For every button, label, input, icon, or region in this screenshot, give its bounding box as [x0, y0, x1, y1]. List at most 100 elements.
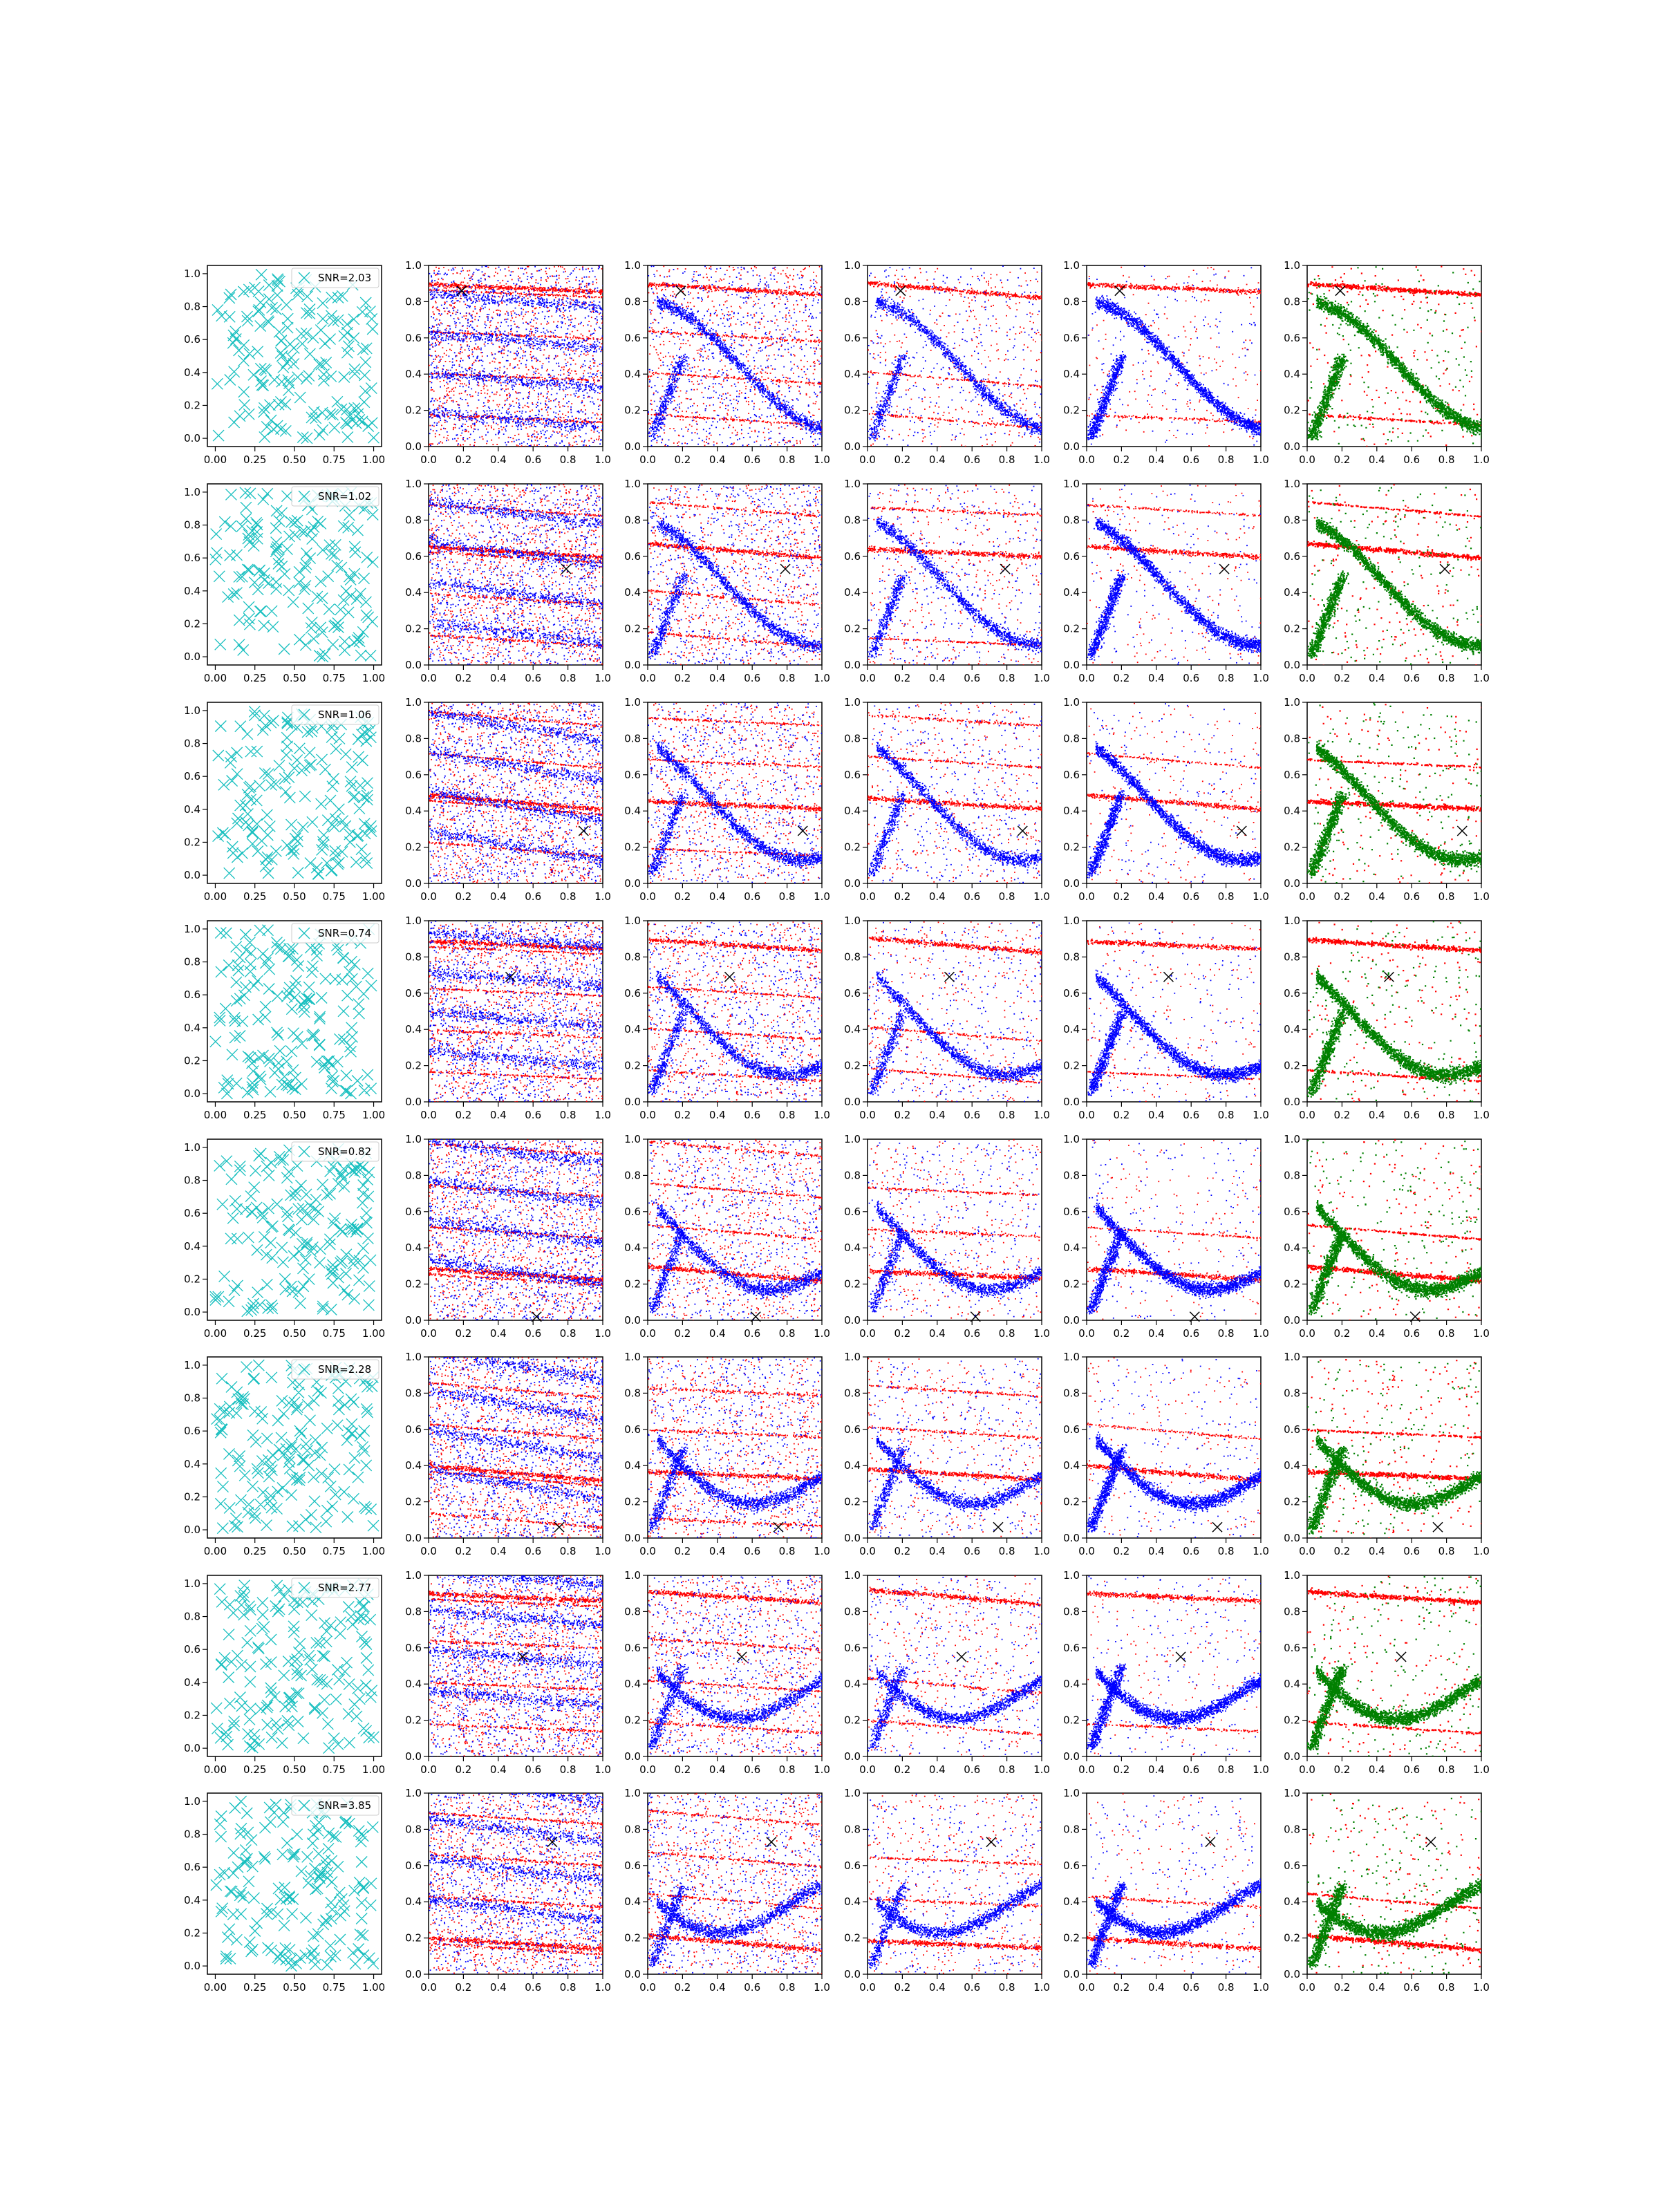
y-tick-label: 0.0	[844, 1314, 861, 1327]
y-tick-label: 0.6	[624, 1859, 641, 1872]
x-tick-label: 0.00	[204, 890, 227, 903]
x-tick-label: 0.8	[1438, 1545, 1455, 1557]
y-tick-label: 0.6	[624, 332, 641, 344]
x-tick-label: 0.2	[1113, 1763, 1130, 1776]
legend-label: SNR=3.85	[318, 1799, 371, 1812]
scatter-panel: 0.0 0.2 0.4 0.6 0.8 1.00.00.20.40.60.81.0	[1063, 259, 1269, 466]
x-tick-label: 0.8	[779, 1763, 796, 1776]
x-tick-label: 1.0	[594, 672, 611, 684]
secondary-points	[429, 266, 604, 448]
y-tick-label: 0.6	[844, 1642, 861, 1654]
x-tick-label: 0.25	[243, 890, 266, 903]
y-tick-label: 0.2	[1063, 1060, 1080, 1072]
y-tick-label: 1.0	[1284, 1133, 1300, 1145]
y-tick-label: 0.4	[844, 1241, 861, 1254]
y-tick-label: 1.0	[844, 915, 861, 927]
x-tick-label: 1.0	[1033, 453, 1050, 466]
x-tick-label: 0.6	[744, 1981, 760, 1994]
x-tick-label: 0.8	[560, 1327, 577, 1340]
scatter-panel: 0.0 0.2 0.4 0.6 0.8 1.00.00.20.40.60.81.0	[1284, 1787, 1490, 1994]
y-tick-label: 0.8	[184, 956, 200, 968]
x-tick-label: 0.4	[490, 1763, 507, 1776]
axes-frame	[207, 1793, 382, 1974]
y-tick-label: 0.2	[405, 1714, 422, 1727]
y-tick-label: 0.8	[844, 950, 861, 963]
x-tick-label: 0.4	[929, 672, 946, 684]
x-tick-label: 0.6	[1183, 1763, 1199, 1776]
point-cloud	[1086, 921, 1262, 1103]
x-tick-label: 0.8	[999, 1763, 1015, 1776]
x-tick-label: 0.2	[674, 1981, 691, 1994]
y-tick-label: 0.8	[184, 519, 200, 532]
point-cloud	[868, 1139, 1042, 1321]
x-tick-label: 0.2	[674, 1545, 691, 1557]
location-marker	[1440, 564, 1450, 574]
x-tick-label: 0.8	[1218, 1763, 1235, 1776]
x-tick-label: 0.8	[560, 453, 577, 466]
y-tick-label: 0.8	[184, 1828, 200, 1841]
x-tick-label: 0.0	[420, 1763, 437, 1776]
location-marker	[547, 1837, 557, 1847]
x-tick-label: 0.4	[929, 1545, 946, 1557]
sample-panel: 0.00 0.25 0.50 0.75 1.000.00.20.40.60.81.0 SN…	[184, 1575, 385, 1776]
primary-points	[429, 1342, 603, 1539]
scatter-panel: 0.0 0.2 0.4 0.6 0.8 1.00.00.20.40.60.81.0	[1063, 1351, 1269, 1557]
x-tick-label: 0.0	[859, 1327, 876, 1340]
scatter-panel: 0.0 0.2 0.4 0.6 0.8 1.00.00.20.40.60.81.0	[1063, 478, 1269, 684]
x-tick-label: 0.4	[1369, 1981, 1385, 1994]
x-tick-label: 0.6	[525, 453, 541, 466]
primary-points	[1085, 1140, 1262, 1321]
x-tick-label: 0.6	[1403, 1109, 1420, 1121]
y-tick-label: 0.2	[405, 1060, 422, 1072]
x-tick-label: 1.00	[362, 672, 385, 684]
x-tick-label: 0.4	[709, 1763, 726, 1776]
y-tick-label: 1.0	[1063, 1569, 1080, 1582]
location-marker	[1457, 826, 1467, 836]
x-tick-label: 1.0	[814, 890, 830, 903]
y-tick-label: 0.4	[1284, 1241, 1300, 1254]
primary-points	[868, 265, 1043, 446]
y-tick-label: 0.0	[184, 869, 200, 881]
x-tick-label: 0.6	[744, 453, 760, 466]
x-tick-label: 0.0	[1299, 1763, 1315, 1776]
x-tick-label: 0.2	[1333, 672, 1350, 684]
secondary-points	[1307, 1576, 1483, 1758]
x-tick-label: 1.00	[362, 453, 385, 466]
scatter-panel: 0.0 0.2 0.4 0.6 0.8 1.00.00.20.40.60.81.0	[405, 478, 611, 684]
location-marker	[1237, 826, 1246, 836]
x-tick-label: 0.0	[420, 1109, 437, 1121]
primary-points	[1306, 1576, 1483, 1757]
secondary-points	[1087, 703, 1262, 884]
x-tick-label: 1.0	[594, 1109, 611, 1121]
y-tick-label: 0.4	[844, 586, 861, 599]
x-tick-label: 0.4	[929, 1109, 946, 1121]
secondary-points	[1307, 1794, 1483, 1975]
sample-panel: 0.00 0.25 0.50 0.75 1.000.00.20.40.60.81.0 SN…	[184, 702, 385, 903]
y-tick-label: 0.4	[844, 1678, 861, 1690]
scatter-panel: 0.0 0.2 0.4 0.6 0.8 1.00.00.20.40.60.81.0	[844, 1787, 1050, 1994]
x-tick-label: 0.0	[859, 1545, 876, 1557]
y-tick-label: 0.0	[844, 1096, 861, 1108]
y-tick-label: 1.0	[1284, 1569, 1300, 1582]
x-tick-label: 0.6	[1403, 1545, 1420, 1557]
y-tick-label: 0.6	[844, 987, 861, 1000]
y-tick-label: 0.6	[405, 769, 422, 781]
y-tick-label: 0.4	[624, 586, 641, 599]
x-tick-label: 0.4	[490, 1327, 507, 1340]
x-tick-label: 0.0	[859, 453, 876, 466]
x-tick-label: 0.2	[455, 1545, 471, 1557]
y-tick-label: 0.8	[184, 301, 200, 313]
y-tick-label: 1.0	[184, 1577, 200, 1590]
point-cloud	[1084, 1576, 1262, 1758]
x-tick-label: 0.2	[1333, 1763, 1350, 1776]
y-tick-label: 0.4	[624, 805, 641, 817]
y-tick-label: 0.2	[184, 1273, 200, 1285]
primary-points	[1084, 703, 1262, 883]
x-tick-label: 0.6	[964, 672, 980, 684]
y-tick-label: 0.0	[1063, 659, 1080, 671]
axes-frame	[207, 1575, 382, 1756]
scatter-panel: 0.0 0.2 0.4 0.6 0.8 1.00.00.20.40.60.81.0	[1063, 1787, 1269, 1994]
y-tick-label: 0.2	[844, 1496, 861, 1508]
x-tick-label: 0.2	[674, 1327, 691, 1340]
sample-panel: 0.00 0.25 0.50 0.75 1.000.00.20.40.60.81.0 SN…	[184, 1139, 385, 1340]
